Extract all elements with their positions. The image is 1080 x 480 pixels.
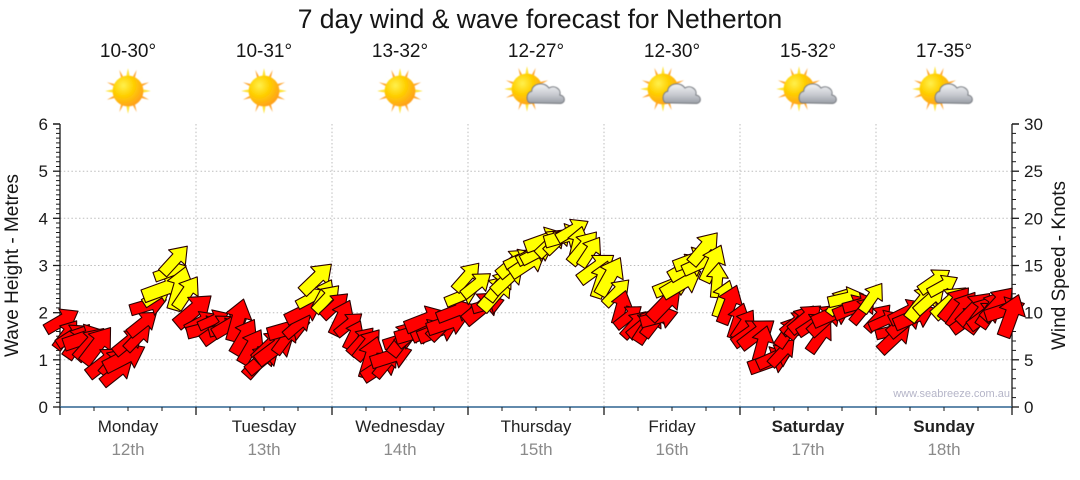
svg-text:20: 20 [1024, 209, 1043, 228]
svg-text:10: 10 [1024, 304, 1043, 323]
svg-text:14th: 14th [383, 440, 416, 459]
svg-text:12th: 12th [111, 440, 144, 459]
svg-text:13th: 13th [247, 440, 280, 459]
svg-text:15: 15 [1024, 257, 1043, 276]
svg-text:5: 5 [39, 162, 48, 181]
svg-text:30: 30 [1024, 115, 1043, 134]
svg-text:Sunday: Sunday [913, 417, 975, 436]
svg-text:17-35°: 17-35° [916, 41, 972, 62]
svg-text:Wave Height - Metres: Wave Height - Metres [2, 174, 23, 357]
svg-text:Wednesday: Wednesday [355, 417, 445, 436]
svg-text:25: 25 [1024, 162, 1043, 181]
svg-text:17th: 17th [791, 440, 824, 459]
svg-text:3: 3 [39, 257, 48, 276]
svg-text:10-31°: 10-31° [236, 41, 292, 62]
svg-text:Friday: Friday [648, 417, 696, 436]
svg-text:13-32°: 13-32° [372, 41, 428, 62]
svg-text:15-32°: 15-32° [780, 41, 836, 62]
svg-text:12-27°: 12-27° [508, 41, 564, 62]
svg-text:0: 0 [39, 398, 48, 417]
svg-text:2: 2 [39, 304, 48, 323]
svg-text:12-30°: 12-30° [644, 41, 700, 62]
svg-text:15th: 15th [519, 440, 552, 459]
svg-text:1: 1 [39, 351, 48, 370]
svg-text:4: 4 [39, 209, 48, 228]
svg-text:0: 0 [1024, 398, 1033, 417]
svg-text:7 day wind & wave forecast for: 7 day wind & wave forecast for Netherton [298, 4, 783, 34]
svg-text:Thursday: Thursday [501, 417, 572, 436]
svg-text:10-30°: 10-30° [100, 41, 156, 62]
svg-text:Tuesday: Tuesday [232, 417, 297, 436]
svg-text:5: 5 [1024, 351, 1033, 370]
svg-text:18th: 18th [927, 440, 960, 459]
svg-text:6: 6 [39, 115, 48, 134]
svg-text:Saturday: Saturday [772, 417, 845, 436]
svg-text:www.seabreeze.com.au: www.seabreeze.com.au [892, 388, 1010, 400]
svg-text:16th: 16th [655, 440, 688, 459]
svg-text:Monday: Monday [98, 417, 159, 436]
svg-text:Wind Speed - Knots: Wind Speed - Knots [1049, 181, 1070, 350]
